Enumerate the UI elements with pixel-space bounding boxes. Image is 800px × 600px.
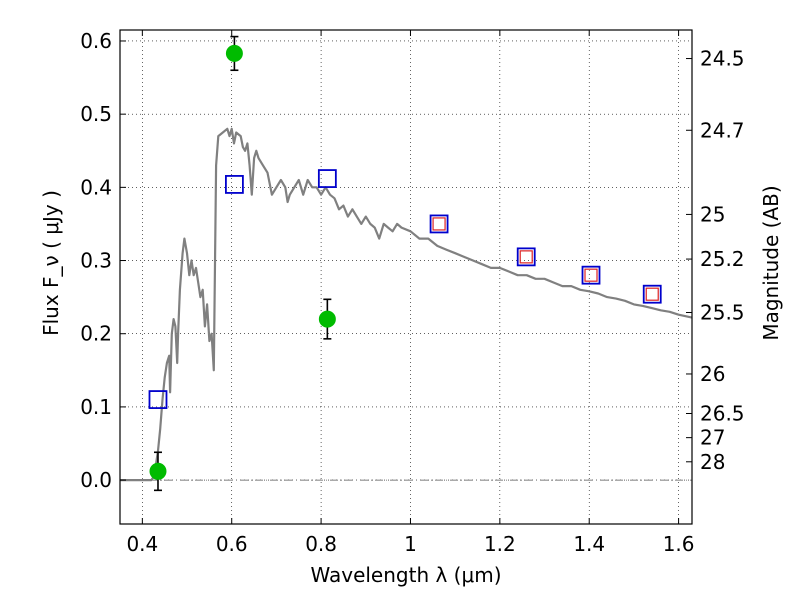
mag-tick-label: 26.5 — [700, 401, 745, 425]
model-square-marker — [429, 214, 449, 234]
y2-axis-label: Magnitude (AB) — [759, 185, 783, 340]
model-square-marker — [516, 247, 536, 267]
observed-point — [318, 310, 336, 328]
mag-tick-label: 28 — [700, 450, 725, 474]
model-square-marker — [581, 265, 601, 285]
observed-point — [225, 44, 243, 62]
y-tick-label: 0.4 — [80, 175, 112, 199]
model-red-square-marker — [432, 217, 446, 231]
model-square-marker — [642, 284, 662, 304]
markers — [148, 35, 662, 492]
model-red-square-marker — [584, 268, 598, 282]
y-tick-label: 0.1 — [80, 395, 112, 419]
mag-tick-label: 24.5 — [700, 47, 745, 71]
model-square-marker — [317, 169, 337, 188]
mag-tick-label: 24.7 — [700, 118, 745, 142]
x-tick-label: 0.4 — [126, 532, 158, 556]
y-axis-label: Flux F_ν ( μJy ) — [39, 190, 63, 336]
ticks: 0.4 0.6 0.8 1 1.2 1.4 1.6 0.0 0.1 0.2 0.3 0.4 0.5 0.6… — [80, 29, 744, 556]
y-tick-label: 0.5 — [80, 102, 112, 126]
y-tick-label: 0.0 — [80, 468, 112, 492]
model-red-square-marker — [519, 250, 533, 264]
x-axis-label: Wavelength λ (μm) — [310, 563, 501, 587]
x-tick-label: 0.6 — [216, 532, 248, 556]
y-tick-label: 0.2 — [80, 322, 112, 346]
mag-tick-label: 25 — [700, 202, 725, 226]
model-red-square-marker — [645, 287, 659, 301]
mag-tick-label: 26 — [700, 362, 725, 386]
mag-tick-label: 27 — [700, 426, 725, 450]
model-square-marker — [224, 175, 244, 194]
mag-tick-label: 25.2 — [700, 247, 745, 271]
x-tick-label: 1.2 — [484, 532, 516, 556]
plot-frame — [119, 29, 693, 525]
y-tick-label: 0.3 — [80, 249, 112, 273]
mag-tick-label: 25.5 — [700, 300, 745, 324]
x-tick-label: 1.4 — [573, 532, 605, 556]
x-tick-label: 1 — [404, 532, 417, 556]
x-tick-label: 1.6 — [663, 532, 695, 556]
observed-point — [149, 462, 167, 480]
y-tick-label: 0.6 — [80, 29, 112, 53]
spectrum — [120, 127, 693, 482]
x-tick-label: 0.8 — [305, 532, 337, 556]
spectrum-line — [120, 127, 693, 482]
model-square-marker — [148, 390, 168, 409]
grid — [120, 30, 692, 524]
